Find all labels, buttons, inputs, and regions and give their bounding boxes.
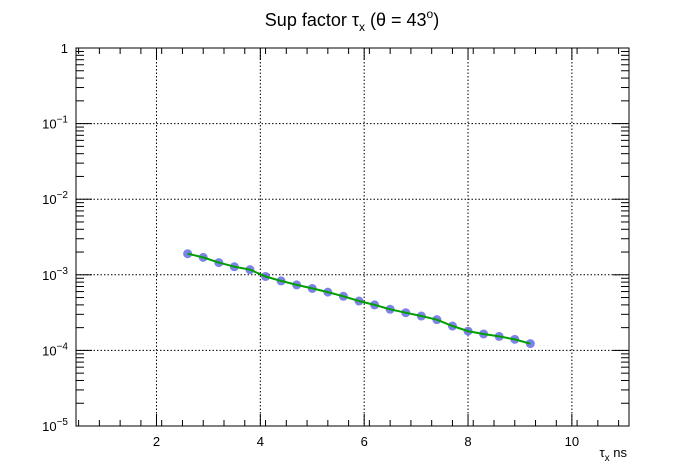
x-axis-title-unit: ns [610,445,628,460]
y-tick-label: 10−2 [42,190,68,207]
series-layer [183,249,535,349]
grid-layer [76,48,629,426]
chart-title: Sup factor τx (θ = 43o) [265,7,439,34]
chart-title-tau: τ [352,10,359,30]
x-axis-title: τx ns [600,445,628,464]
x-tick-label: 6 [361,434,368,449]
plot-frame [75,47,630,427]
chart-title-tau-sub: x [359,20,365,34]
chart-title-main: Sup factor [265,10,352,30]
data-point [525,339,535,349]
y-tick-label: 10−3 [42,266,68,283]
label-layer: 2 4 6 8 10 1 10−1 10−2 10−3 10−4 10−5 [42,41,579,449]
chart-title-theta: (θ = 43 [365,10,427,30]
chart-title-degree: o [427,7,434,21]
y-tick-label: 1 [61,41,68,56]
chart-title-close: ) [433,10,439,30]
y-tick-label: 10−5 [42,417,68,434]
y-tick-label: 10−4 [42,341,68,358]
x-tick-label: 10 [565,434,579,449]
y-tick-label: 10−1 [42,115,68,132]
x-axis-title-sub: x [605,453,610,464]
x-axis-title-tau: τ [600,445,606,460]
x-tick-label: 8 [464,434,471,449]
x-tick-label: 2 [153,434,160,449]
series-fit-line [187,252,531,345]
x-tick-label: 4 [257,434,264,449]
